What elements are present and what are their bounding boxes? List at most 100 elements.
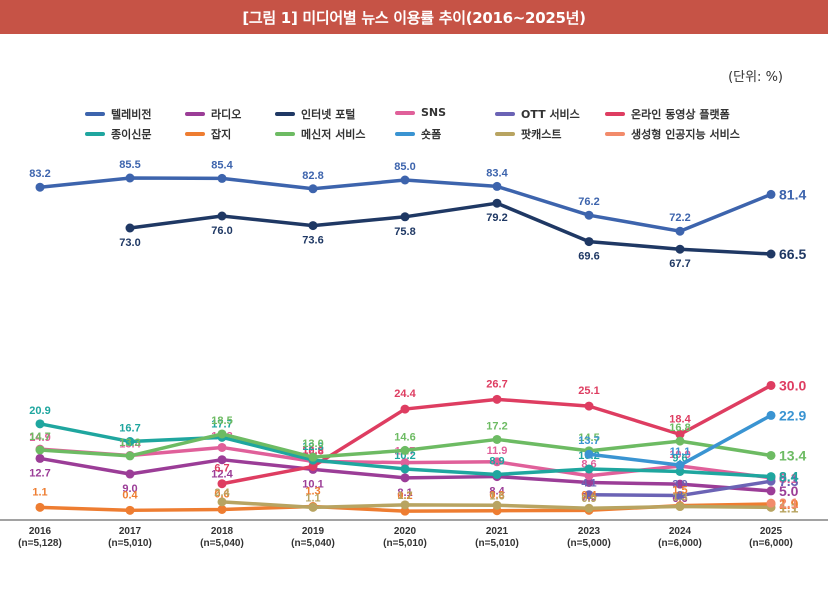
data-point (766, 486, 776, 496)
data-label: 10.1 (302, 478, 323, 490)
legend-swatch (395, 132, 415, 136)
data-label: 73.0 (119, 237, 140, 249)
data-label: 13.3 (119, 437, 140, 449)
data-label: 18.5 (211, 415, 232, 427)
data-label: 8.1 (779, 470, 799, 486)
series-0: 83.2 85.5 85.4 82.8 85.0 83.4 76.2 72.2 81.4 (29, 159, 806, 236)
data-label: 69.6 (578, 251, 599, 263)
legend-swatch (495, 132, 515, 136)
legend-swatch (395, 110, 415, 115)
legend-item: 팟캐스트 (495, 126, 561, 142)
figure-title: [그림 1] 미디어별 뉴스 이용률 추이(2016~2025년) (0, 0, 828, 34)
data-point (400, 473, 410, 483)
data-point (675, 429, 685, 439)
x-tick-sample-size: (n=5,010) (108, 538, 152, 549)
series-10: 2.4 1.1 1.7 1.6 0.9 1.31.1 (214, 487, 798, 515)
legend-label: 숏폼 (421, 128, 442, 141)
data-label: 22.9 (779, 407, 806, 423)
data-point (766, 380, 776, 390)
data-label: 82.8 (302, 170, 323, 182)
data-label: 83.2 (29, 168, 50, 180)
data-point (125, 173, 135, 183)
data-point (35, 453, 45, 463)
data-point (675, 460, 685, 470)
data-label: 9.0 (122, 483, 137, 495)
x-tick-sample-size: (n=6,000) (749, 538, 793, 549)
data-point (35, 419, 45, 429)
data-point (584, 503, 594, 513)
data-point (584, 401, 594, 411)
legend-label: 잡지 (211, 128, 232, 141)
legend-item: 온라인 동영상 플랫폼 (605, 106, 730, 122)
series-6: 20.916.717.712.310.28.910.29.68.4 (29, 405, 798, 485)
data-point (217, 455, 227, 465)
x-tick-label: 2023 (578, 526, 601, 537)
x-tick-label: 2017 (119, 526, 142, 537)
data-label: 0.3 (489, 490, 504, 502)
data-point (675, 226, 685, 236)
series-11: 2.1 (766, 495, 799, 511)
data-label: 0.4 (581, 489, 597, 501)
data-point (217, 211, 227, 221)
data-point (125, 505, 135, 515)
data-label: 1.7 (397, 490, 412, 502)
data-point (584, 464, 594, 474)
legend-item: 인터넷 포털 (275, 106, 355, 122)
data-point (400, 175, 410, 185)
data-label: 24.4 (394, 388, 416, 400)
series-9: 13.7 11.1 22.9 (578, 407, 806, 470)
data-point (125, 223, 135, 233)
legend-item: 생성형 인공지능 서비스 (605, 126, 740, 142)
data-point (584, 210, 594, 220)
data-point (675, 502, 685, 512)
data-label: 8.9 (489, 455, 504, 467)
data-label: 1.3 (672, 492, 687, 504)
data-point (400, 445, 410, 455)
data-point (400, 500, 410, 510)
data-label: 12.0 (302, 444, 323, 456)
x-tick-sample-size: (n=5,010) (475, 538, 519, 549)
data-point (400, 506, 410, 516)
data-label: 17.7 (211, 418, 232, 430)
data-label: 85.0 (394, 161, 415, 173)
data-label: 12.3 (302, 441, 323, 453)
x-tick-label: 2021 (486, 526, 509, 537)
data-point (400, 404, 410, 414)
x-tick-sample-size: (n=5,000) (567, 538, 611, 549)
data-label: 66.5 (779, 246, 806, 262)
data-label: 13.0 (302, 438, 323, 450)
legend-item: OTT 서비스 (495, 106, 580, 122)
data-label: 1.6 (489, 490, 504, 502)
legend-item: 숏폼 (395, 126, 441, 142)
data-label: 14.6 (394, 431, 415, 443)
legend-label: 메신저 서비스 (301, 128, 366, 141)
data-label: 1.1 (305, 492, 320, 504)
legend-label: 종이신문 (111, 128, 152, 141)
data-point (766, 249, 776, 259)
data-label: 17.2 (486, 420, 507, 432)
legend-label: 인터넷 포털 (301, 108, 356, 121)
legend-label: 온라인 동영상 플랫폼 (631, 108, 730, 121)
x-tick-sample-size: (n=5,040) (200, 538, 244, 549)
series-8: 14.7 13.3 18.5 13.0 14.6 17.2 14.5 16.8 13.4 (29, 415, 806, 464)
data-label: 76.0 (211, 225, 232, 237)
data-label: 18.4 (669, 413, 691, 425)
data-point (492, 181, 502, 191)
data-label: 85.4 (211, 159, 233, 171)
data-point (766, 189, 776, 199)
x-tick-label: 2025 (760, 526, 783, 537)
data-label: 8.4 (489, 486, 505, 498)
data-label: 16.7 (119, 423, 140, 435)
legend-label: SNS (421, 106, 447, 119)
data-label: 6.7 (214, 463, 229, 475)
data-label: 2.1 (779, 495, 799, 511)
data-point (217, 429, 227, 439)
data-point (125, 437, 135, 447)
data-label: 79.2 (486, 212, 507, 224)
data-point (675, 467, 685, 476)
series-1: 12.79.012.410.18.18.47.06.65.0 (29, 453, 799, 505)
legend-item: 잡지 (185, 126, 231, 142)
data-label: 72.2 (669, 212, 690, 224)
x-tick-sample-size: (n=6,000) (658, 538, 702, 549)
